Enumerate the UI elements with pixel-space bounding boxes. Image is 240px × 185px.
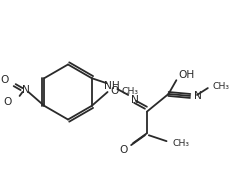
Text: O: O: [3, 97, 12, 107]
Text: N: N: [194, 91, 202, 101]
Text: O: O: [120, 145, 128, 155]
Text: CH₃: CH₃: [121, 87, 138, 95]
Text: CH₃: CH₃: [172, 139, 189, 148]
Text: CH₃: CH₃: [213, 82, 230, 91]
Text: O: O: [0, 75, 9, 85]
Text: O: O: [110, 86, 119, 96]
Text: N: N: [22, 85, 30, 95]
Text: OH: OH: [178, 70, 195, 80]
Text: N: N: [131, 95, 139, 105]
Text: NH: NH: [104, 81, 119, 91]
